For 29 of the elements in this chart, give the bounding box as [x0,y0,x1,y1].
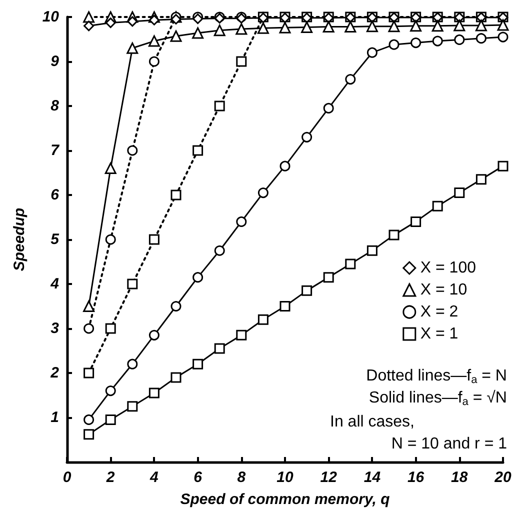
x-tick-label: 6 [194,469,203,486]
x-tick-label: 8 [237,469,246,486]
annotation: In all cases, [330,414,414,430]
y-tick-label: 3 [50,320,60,337]
legend-label: X = 2 [420,304,458,320]
y-tick-label: 9 [50,53,60,70]
x-tick-label: 4 [149,469,160,486]
y-tick-label: 1 [50,409,59,426]
y-axis-title: Speedup [11,208,28,272]
y-tick-label: 7 [50,142,60,159]
y-tick-label: 2 [50,364,60,382]
x-tick-label: 16 [407,469,425,486]
x-tick-label: 20 [494,469,512,486]
x-tick-label: 10 [276,469,294,486]
x-tick-label: 2 [105,469,116,486]
x-tick-label: 18 [451,469,468,486]
x-tick-label: 0 [62,469,72,486]
y-tick-label: 8 [50,98,60,114]
x-tick-label: 12 [320,469,338,486]
y-tick-label: 5 [50,231,60,248]
annotation: N = 10 and r = 1 [391,436,508,452]
legend-label: X = 10 [420,282,468,298]
y-tick-label: 10 [42,8,60,26]
x-tick-label: 14 [364,469,382,486]
legend-label: X = 1 [420,326,458,342]
y-tick-label: 4 [50,276,60,292]
legend-label: X = 100 [420,260,476,276]
y-tick-label: 6 [50,186,60,204]
x-axis-title: Speed of common memory, q [180,491,390,508]
